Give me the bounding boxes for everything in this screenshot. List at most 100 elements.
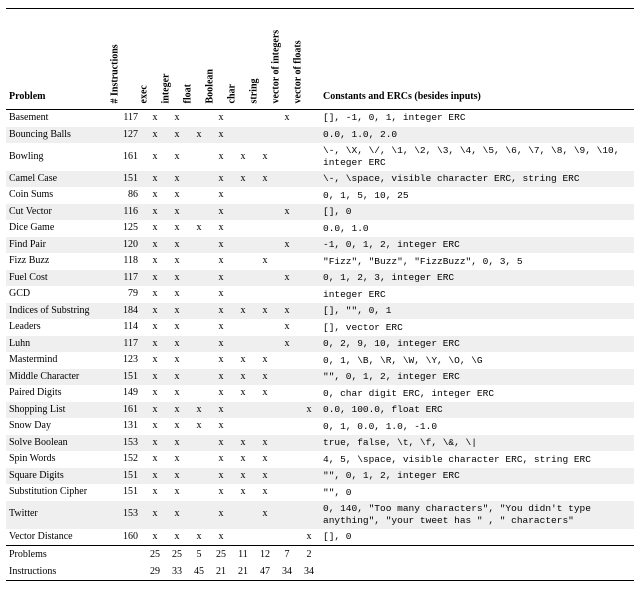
cell-name: Cut Vector xyxy=(6,204,108,221)
table-row: Mastermind123xxxxx0, 1, \B, \R, \W, \Y, … xyxy=(6,352,634,369)
table-row: Paired Digits149xxxxx0, char digit ERC, … xyxy=(6,385,634,402)
cell-flag: x xyxy=(144,204,166,221)
cell-flag xyxy=(188,435,210,452)
cell-flag xyxy=(276,253,298,270)
cell-flag: x xyxy=(166,501,188,529)
cell-flag xyxy=(298,435,320,452)
cell-flag: x xyxy=(232,352,254,369)
cell-flag: x xyxy=(210,253,232,270)
cell-flag: x xyxy=(210,319,232,336)
summary-label: Instructions xyxy=(6,564,108,581)
cell-flag: x xyxy=(166,468,188,485)
cell-flag xyxy=(188,253,210,270)
cell-flag xyxy=(298,451,320,468)
cell-flag: x xyxy=(232,143,254,171)
cell-flag: x xyxy=(210,352,232,369)
cell-flag xyxy=(188,303,210,320)
cell-n: 153 xyxy=(108,501,144,529)
cell-constants: 0, 1, 2, 3, integer ERC xyxy=(320,270,634,287)
table-row: Cut Vector116xxxx[], 0 xyxy=(6,204,634,221)
cell-flag: x xyxy=(254,435,276,452)
table-row: Substitution Cipher151xxxxx"", 0 xyxy=(6,484,634,501)
cell-constants: 0.0, 100.0, float ERC xyxy=(320,402,634,419)
cell-name: Middle Character xyxy=(6,369,108,386)
cell-flag: x xyxy=(254,253,276,270)
summary-val: 21 xyxy=(210,564,232,581)
cell-flag: x xyxy=(210,187,232,204)
cell-constants: [], "", 0, 1 xyxy=(320,303,634,320)
cell-flag: x xyxy=(166,484,188,501)
cell-n: 160 xyxy=(108,529,144,546)
cell-flag xyxy=(232,127,254,144)
cell-flag: x xyxy=(254,369,276,386)
cell-flag: x xyxy=(144,187,166,204)
cell-flag xyxy=(254,270,276,287)
cell-flag: x xyxy=(210,143,232,171)
cell-flag: x xyxy=(166,110,188,127)
cell-flag: x xyxy=(276,319,298,336)
cell-flag xyxy=(254,402,276,419)
cell-flag: x xyxy=(144,529,166,546)
cell-flag: x xyxy=(166,127,188,144)
cell-flag: x xyxy=(144,501,166,529)
cell-flag: x xyxy=(276,270,298,287)
table-row: Indices of Substring184xxxxxx[], "", 0, … xyxy=(6,303,634,320)
cell-flag xyxy=(232,402,254,419)
cell-flag xyxy=(276,171,298,188)
cell-flag: x xyxy=(254,484,276,501)
cell-flag: x xyxy=(210,451,232,468)
cell-flag xyxy=(298,127,320,144)
cell-flag xyxy=(298,270,320,287)
cell-flag xyxy=(298,336,320,353)
cell-flag xyxy=(232,237,254,254)
cell-flag: x xyxy=(232,303,254,320)
cell-name: Bouncing Balls xyxy=(6,127,108,144)
cell-name: Solve Boolean xyxy=(6,435,108,452)
table-row: Square Digits151xxxxx"", 0, 1, 2, intege… xyxy=(6,468,634,485)
cell-flag: x xyxy=(276,336,298,353)
table-row: GCD79xxxinteger ERC xyxy=(6,286,634,303)
cell-flag xyxy=(188,352,210,369)
cell-flag xyxy=(254,187,276,204)
cell-n: 118 xyxy=(108,253,144,270)
cell-constants: "", 0, 1, 2, integer ERC xyxy=(320,369,634,386)
cell-flag xyxy=(188,270,210,287)
cell-flag: x xyxy=(144,352,166,369)
table-row: Find Pair120xxxx-1, 0, 1, 2, integer ERC xyxy=(6,237,634,254)
cell-name: Basement xyxy=(6,110,108,127)
cell-flag xyxy=(298,484,320,501)
cell-name: Luhn xyxy=(6,336,108,353)
cell-flag: x xyxy=(188,418,210,435)
cell-flag: x xyxy=(210,270,232,287)
cell-n: 161 xyxy=(108,143,144,171)
cell-flag xyxy=(232,336,254,353)
cell-flag: x xyxy=(210,501,232,529)
cell-flag: x xyxy=(276,303,298,320)
col-problem: Problem xyxy=(6,9,108,110)
cell-constants: [], vector ERC xyxy=(320,319,634,336)
cell-flag: x xyxy=(144,220,166,237)
cell-flag: x xyxy=(210,529,232,546)
cell-flag: x xyxy=(144,253,166,270)
summary-val: 12 xyxy=(254,546,276,564)
cell-flag xyxy=(254,237,276,254)
table-row: Bowling161xxxxx\-, \X, \/, \1, \2, \3, \… xyxy=(6,143,634,171)
cell-flag xyxy=(188,143,210,171)
table-row: Solve Boolean153xxxxxtrue, false, \t, \f… xyxy=(6,435,634,452)
cell-flag xyxy=(298,253,320,270)
cell-flag: x xyxy=(254,451,276,468)
cell-flag: x xyxy=(144,484,166,501)
table-row: Vector Distance160xxxxx[], 0 xyxy=(6,529,634,546)
cell-flag: x xyxy=(188,127,210,144)
cell-flag xyxy=(232,220,254,237)
cell-flag: x xyxy=(232,385,254,402)
cell-flag: x xyxy=(210,303,232,320)
table-row: Middle Character151xxxxx"", 0, 1, 2, int… xyxy=(6,369,634,386)
table-row: Bouncing Balls127xxxx0.0, 1.0, 2.0 xyxy=(6,127,634,144)
cell-constants: [], -1, 0, 1, integer ERC xyxy=(320,110,634,127)
cell-flag: x xyxy=(166,336,188,353)
cell-flag xyxy=(254,204,276,221)
cell-flag: x xyxy=(166,529,188,546)
cell-flag: x xyxy=(144,286,166,303)
cell-flag: x xyxy=(166,253,188,270)
